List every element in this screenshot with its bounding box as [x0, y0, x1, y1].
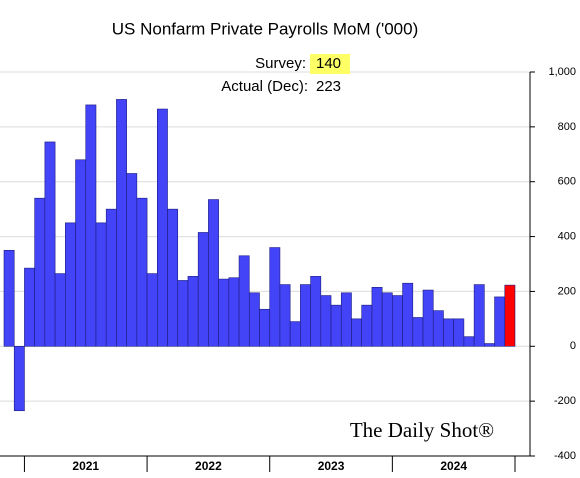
bar [85, 104, 97, 347]
bar [494, 296, 506, 347]
x-tick-label: 2024 [440, 459, 467, 473]
bar [402, 282, 414, 347]
bar [157, 108, 168, 347]
x-tick-label: 2023 [318, 459, 345, 473]
bar [75, 159, 87, 347]
bar [330, 304, 342, 347]
survey-value: 140 [316, 55, 341, 72]
survey-label: Survey: [255, 55, 306, 72]
chart-title: US Nonfarm Private Payrolls MoM ('000) [112, 19, 419, 38]
bar [44, 141, 56, 347]
y-tick-label: 1,000 [548, 66, 576, 78]
bar [167, 208, 179, 347]
bar [310, 276, 322, 347]
bar [218, 278, 230, 347]
bar [453, 318, 465, 347]
bar [146, 273, 158, 347]
bar [351, 318, 363, 347]
y-tick-label: 200 [558, 285, 576, 297]
x-tick-label: 2022 [195, 459, 222, 473]
highlight-box [310, 54, 350, 74]
bar [269, 247, 281, 347]
bar [300, 284, 311, 347]
bar [54, 273, 66, 347]
bar [392, 295, 403, 347]
bar [105, 208, 117, 347]
bar [187, 276, 199, 347]
actual-value: 223 [316, 78, 341, 95]
y-tick-label: 400 [558, 230, 576, 242]
bar [361, 304, 373, 347]
bar [177, 280, 189, 347]
y-tick-label: 0 [570, 340, 576, 352]
bar [340, 292, 352, 347]
bar [208, 199, 219, 347]
actual-label: Actual (Dec): [221, 78, 308, 95]
bar [259, 308, 271, 347]
bar [463, 336, 475, 347]
bar [3, 249, 15, 347]
bar [473, 284, 485, 347]
bar [279, 284, 291, 347]
y-tick-label: 800 [558, 121, 576, 133]
bar [381, 292, 393, 347]
bar [126, 173, 138, 347]
bar [443, 318, 454, 347]
y-tick-label: 600 [558, 176, 576, 188]
bar [422, 289, 434, 347]
bar [432, 310, 444, 347]
bar [504, 284, 516, 347]
bar [24, 267, 35, 347]
bar [13, 345, 25, 412]
bar [136, 197, 148, 347]
bar [197, 232, 209, 347]
x-tick-label: 2021 [72, 459, 99, 473]
bar [228, 277, 240, 347]
bar [412, 317, 424, 347]
bar [320, 295, 332, 347]
y-tick-label: -400 [554, 450, 576, 462]
bar [95, 222, 107, 347]
bar [289, 321, 301, 347]
bar [371, 287, 383, 347]
bar [484, 343, 495, 347]
bar [65, 222, 76, 347]
logo: The Daily Shot® [350, 418, 494, 442]
bar [248, 292, 260, 347]
bar [34, 197, 46, 347]
bar [238, 255, 250, 347]
y-tick-label: -200 [554, 395, 576, 407]
bar [116, 99, 127, 347]
